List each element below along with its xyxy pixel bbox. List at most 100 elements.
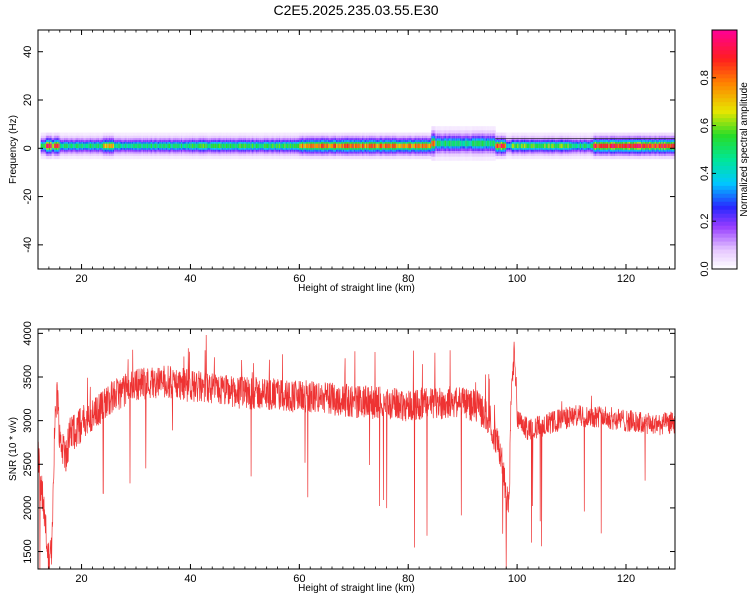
spectrogram-cell xyxy=(668,143,670,149)
spectrogram-cell xyxy=(553,143,556,149)
spectrogram-cell xyxy=(217,143,220,149)
spectrogram-cell xyxy=(631,143,634,149)
spectrogram-cell xyxy=(635,143,638,149)
spectrogram-cell xyxy=(332,143,334,149)
spectrogram-cell xyxy=(352,143,355,149)
spectrogram-cell xyxy=(311,143,314,149)
colorbar-cell xyxy=(712,65,737,71)
spectrogram-cell xyxy=(44,143,47,149)
spectrogram-cell xyxy=(242,143,244,149)
spectrogram-cell xyxy=(87,143,89,149)
spectrogram-cell xyxy=(349,143,352,149)
spectrogram-cell xyxy=(664,143,666,149)
colorbar-cell xyxy=(712,237,737,242)
spectrogram-cell xyxy=(604,143,606,149)
spectrogram-cell xyxy=(78,143,81,149)
colorbar-cell xyxy=(712,49,737,55)
spectrogram-cell xyxy=(107,143,110,149)
spectrogram-cell xyxy=(97,143,100,149)
colorbar-cell xyxy=(712,193,737,198)
spectrogram-cell xyxy=(77,143,80,149)
spectrogram-cell xyxy=(375,143,378,149)
spectrogram-cell xyxy=(325,143,327,149)
colorbar-cell xyxy=(712,117,737,123)
spectrogram-xtick-label: 60 xyxy=(293,273,305,285)
spectrogram-cell xyxy=(168,143,171,149)
spectrogram-cell xyxy=(404,143,406,149)
spectrogram-cell xyxy=(630,143,632,149)
spectrogram-cell xyxy=(499,143,502,149)
spectrogram-frame xyxy=(37,29,676,270)
spectrogram-cell xyxy=(182,143,185,149)
spectrogram-cell xyxy=(572,143,575,149)
spectrogram-cell xyxy=(116,143,119,149)
colorbar-cell xyxy=(712,101,737,107)
spectrogram-cell xyxy=(150,143,153,149)
spectrogram-cell xyxy=(488,140,491,147)
colorbar-tick-label: 0.0 xyxy=(699,261,711,276)
spectrogram-cell xyxy=(51,143,54,149)
spectrogram-cell xyxy=(296,143,299,149)
spectrogram-cell xyxy=(511,143,514,149)
spectrogram-cell xyxy=(444,140,447,147)
spectrogram-cell xyxy=(474,140,477,147)
spectrogram-cell xyxy=(130,143,133,149)
spectrogram-cell xyxy=(601,143,604,149)
spectrogram-cell xyxy=(483,140,485,147)
spectrogram-cell xyxy=(594,143,597,149)
spectrogram-cell xyxy=(557,143,560,149)
spectrogram-cell xyxy=(503,143,506,149)
spectrogram-cell xyxy=(391,143,394,149)
spectrogram-cell xyxy=(185,143,187,149)
spectrogram-cell xyxy=(645,143,647,149)
spectrogram-cell xyxy=(401,143,404,149)
spectrogram-cell xyxy=(582,143,585,149)
spectrogram-cell xyxy=(533,143,536,149)
spectrogram-cell xyxy=(251,143,254,149)
colorbar-cell xyxy=(712,157,737,162)
spectrogram-cell xyxy=(142,143,145,149)
spectrogram-cell xyxy=(227,143,229,149)
spectrogram-cell xyxy=(345,143,348,149)
spectrogram-xlabel: Height of straight line (km) xyxy=(298,283,415,294)
spectrogram-cell xyxy=(82,143,85,149)
spectrogram-cell xyxy=(506,143,508,149)
spectrogram-cell xyxy=(556,143,559,149)
snr-ytick-label: 2500 xyxy=(22,452,34,476)
spectrogram-cell xyxy=(608,143,611,149)
spectrogram-cell xyxy=(312,143,315,149)
spectrogram-cell xyxy=(534,143,537,149)
spectrogram-cell xyxy=(291,143,293,149)
spectrogram-cell xyxy=(84,143,87,149)
spectrogram-cell xyxy=(395,143,398,149)
spectrogram-cell xyxy=(409,143,412,149)
spectrogram-cell xyxy=(244,143,247,149)
colorbar-cell xyxy=(712,125,737,131)
colorbar-cell xyxy=(712,153,737,158)
spectrogram-cell xyxy=(398,143,401,149)
spectrogram-cell xyxy=(323,143,326,149)
spectrogram-cell xyxy=(101,143,104,149)
spectrogram-cell xyxy=(480,140,483,147)
spectrogram-cell xyxy=(333,143,336,149)
spectrogram-cell xyxy=(161,143,164,149)
spectrogram-cell xyxy=(665,143,668,149)
spectrogram-cell xyxy=(513,143,515,149)
spectrogram-cell xyxy=(647,143,650,149)
spectrogram-cell xyxy=(397,143,400,149)
snr-xtick-label: 40 xyxy=(184,573,196,585)
spectrogram-cell xyxy=(42,143,44,149)
spectrogram-cell xyxy=(454,140,457,147)
spectrogram-cell xyxy=(476,140,479,147)
spectrogram-cell xyxy=(280,143,283,149)
snr-panel: 20 40 60 80 100 120 1500 2000 2500 3000 3500 4000 He… xyxy=(8,321,676,594)
spectrogram-cell xyxy=(609,143,612,149)
spectrogram-cell xyxy=(221,143,224,149)
spectrogram-cell xyxy=(235,143,238,149)
spectrogram-cell xyxy=(442,140,445,147)
spectrogram-cell xyxy=(63,143,66,149)
spectrogram-cell xyxy=(528,143,530,149)
spectrogram-cell xyxy=(566,143,568,149)
spectrogram-cell xyxy=(672,143,675,149)
spectrogram-cell xyxy=(374,143,376,149)
